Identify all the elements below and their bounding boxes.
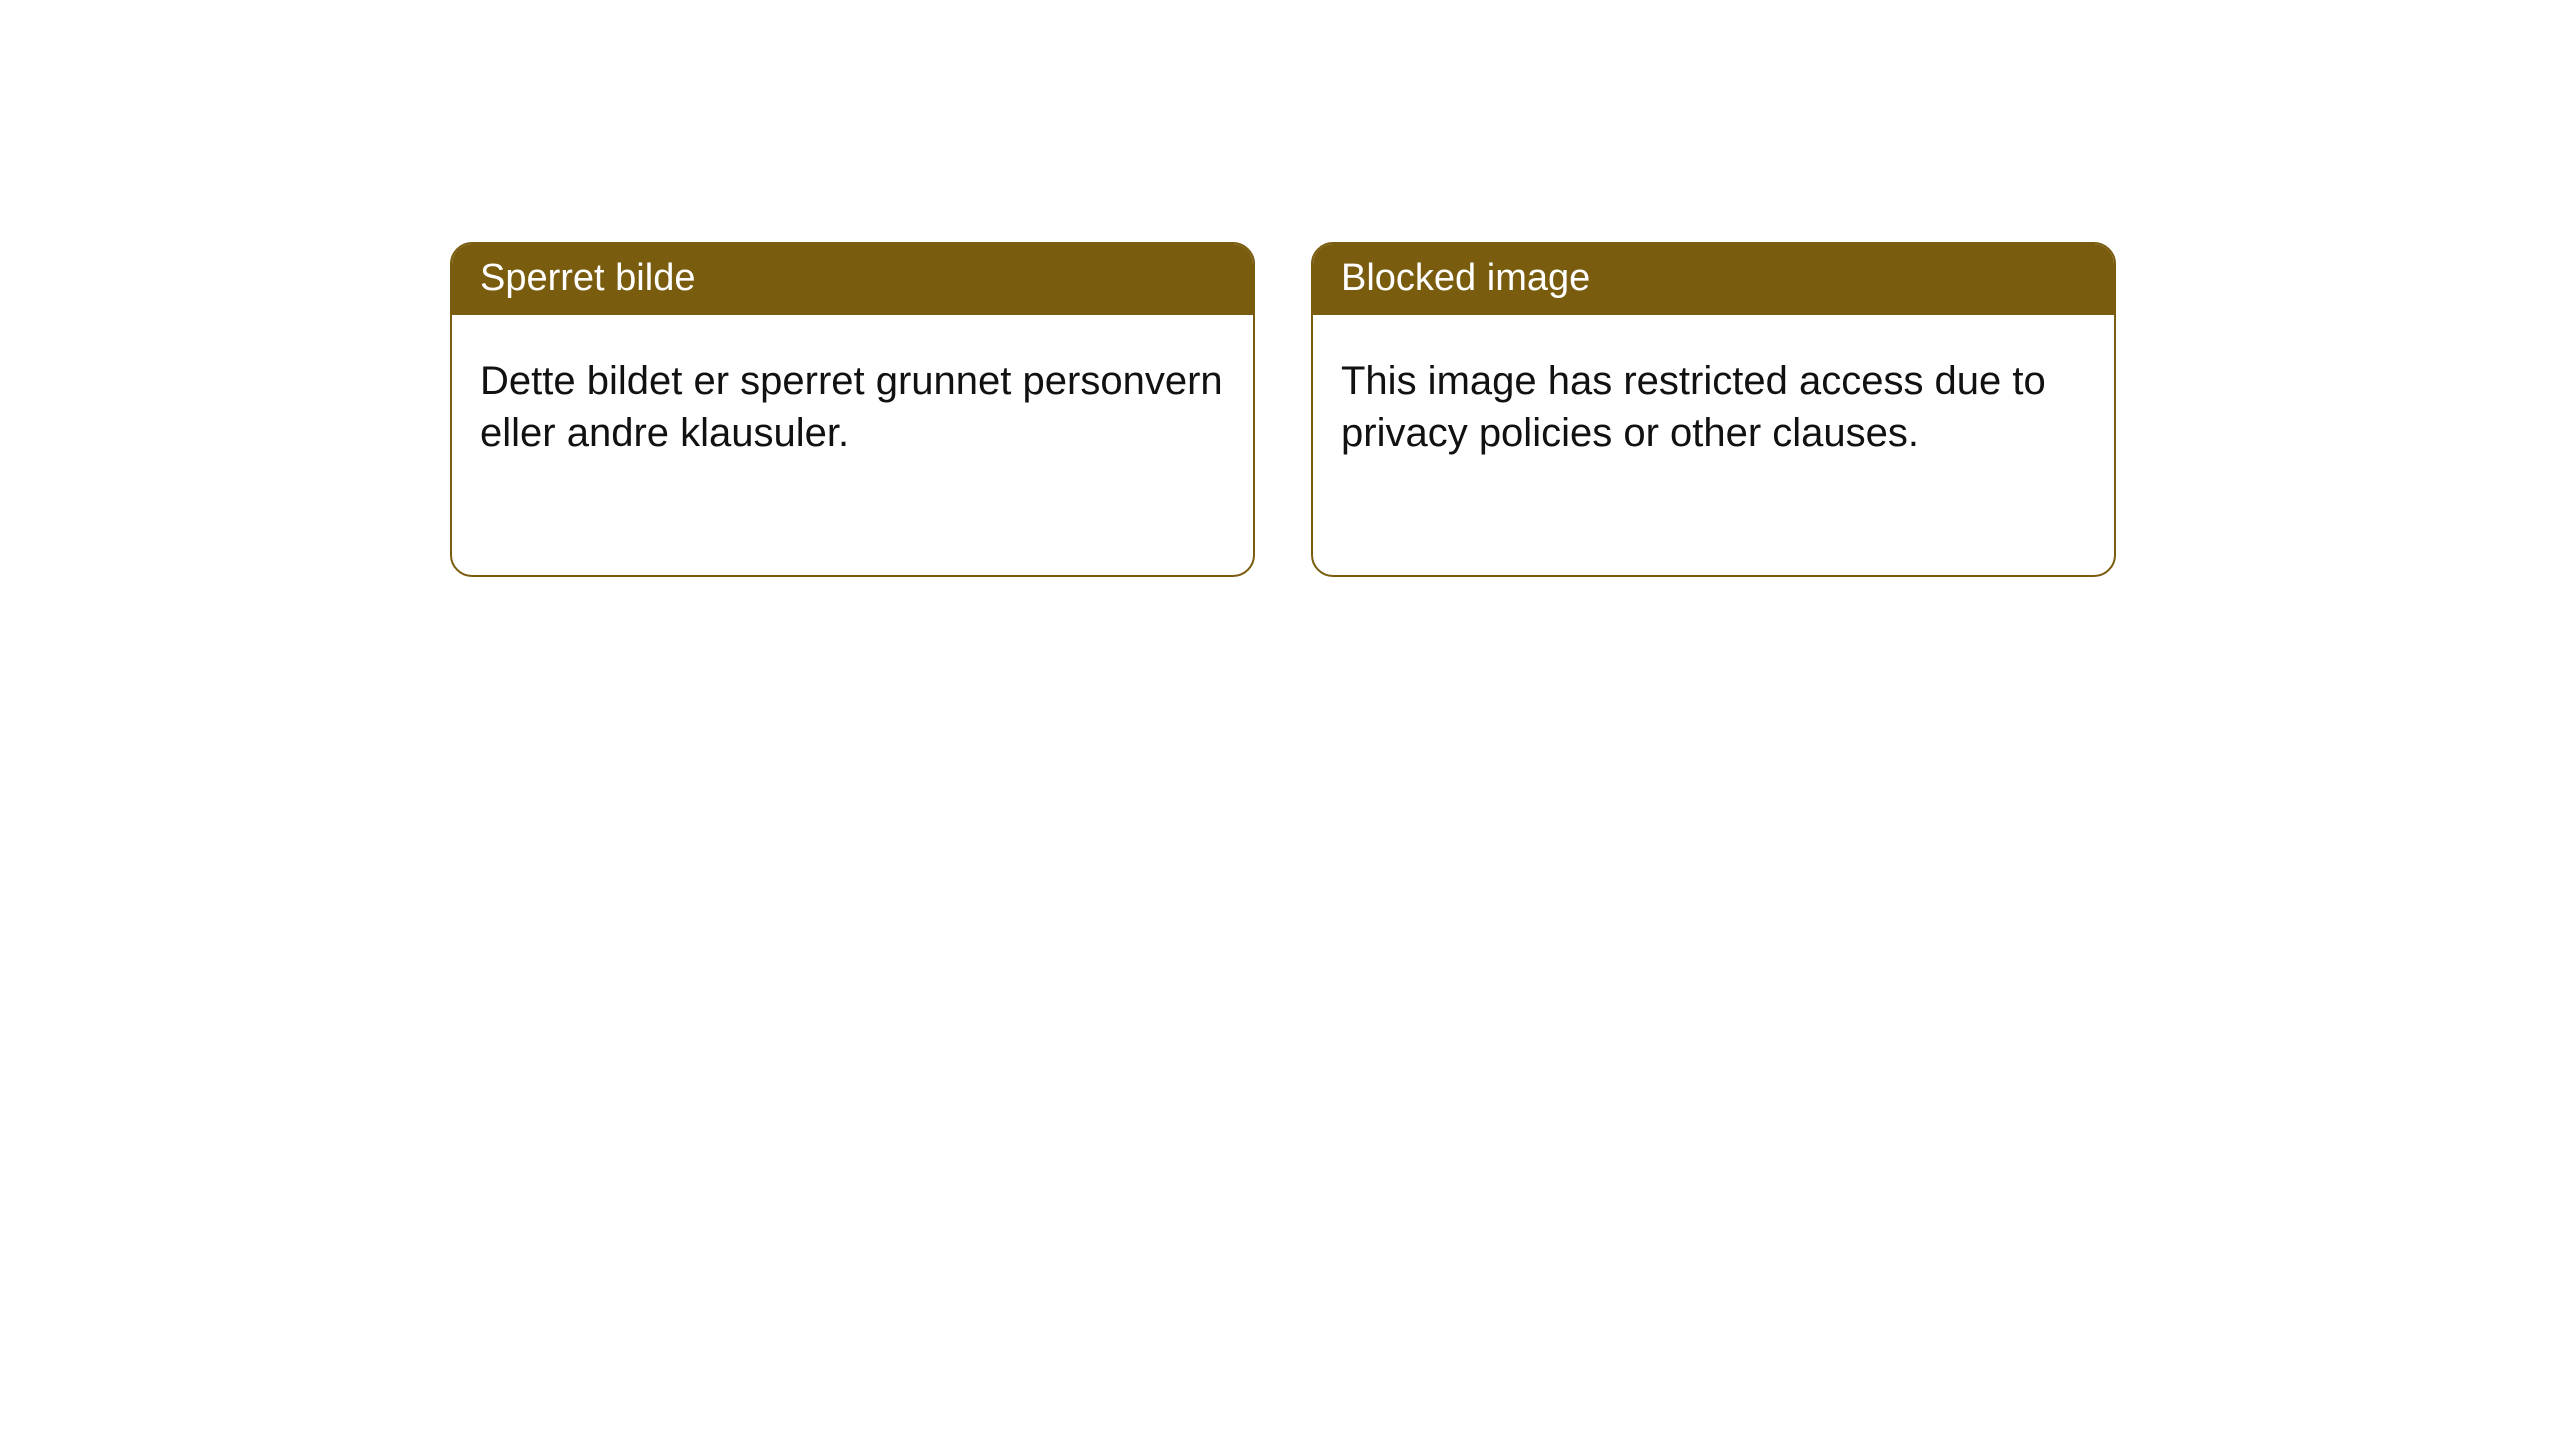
notice-header-norwegian: Sperret bilde	[452, 244, 1253, 315]
notice-body-english: This image has restricted access due to …	[1313, 315, 2114, 487]
notice-container: Sperret bilde Dette bildet er sperret gr…	[0, 0, 2560, 577]
notice-card-english: Blocked image This image has restricted …	[1311, 242, 2116, 577]
notice-card-norwegian: Sperret bilde Dette bildet er sperret gr…	[450, 242, 1255, 577]
notice-header-english: Blocked image	[1313, 244, 2114, 315]
notice-body-norwegian: Dette bildet er sperret grunnet personve…	[452, 315, 1253, 487]
